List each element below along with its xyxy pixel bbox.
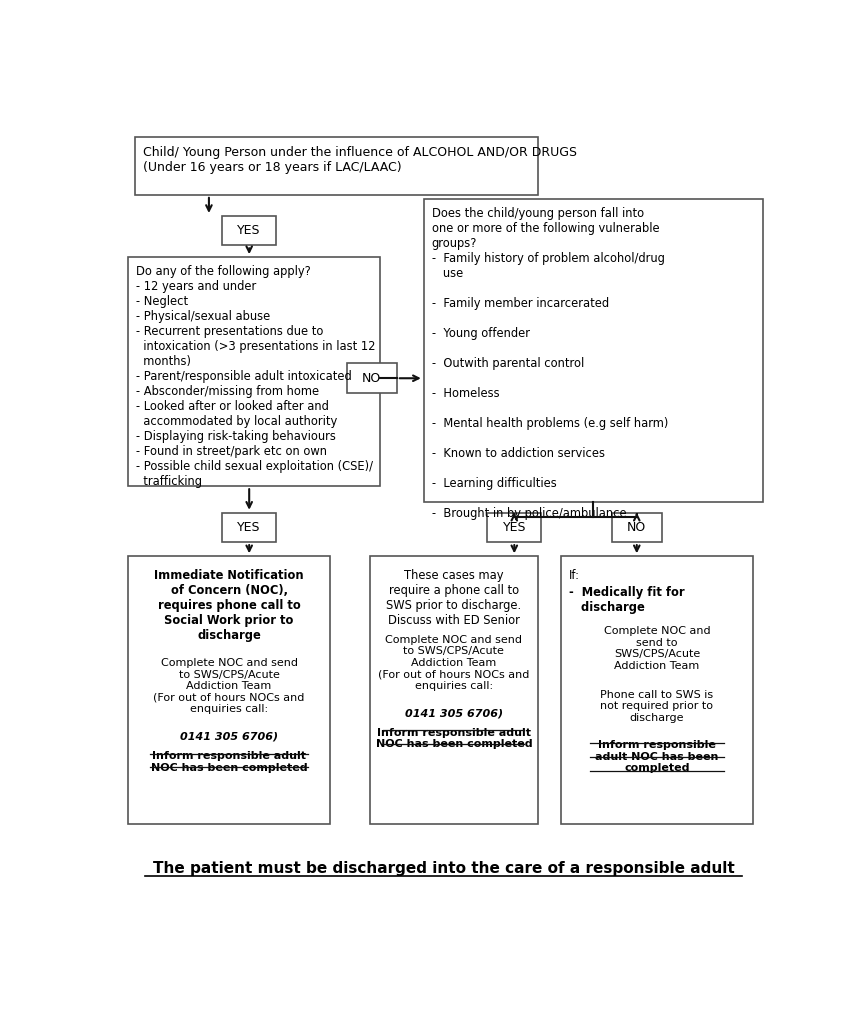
FancyBboxPatch shape — [488, 513, 541, 542]
Text: 0141 305 6706): 0141 305 6706) — [404, 708, 503, 718]
FancyBboxPatch shape — [128, 257, 380, 486]
Text: If:: If: — [569, 569, 580, 581]
FancyBboxPatch shape — [611, 513, 662, 542]
Text: Child/ Young Person under the influence of ALCOHOL AND/OR DRUGS
(Under 16 years : Child/ Young Person under the influence … — [143, 146, 577, 174]
Text: The patient must be discharged into the care of a responsible adult: The patient must be discharged into the … — [153, 861, 734, 876]
Text: YES: YES — [237, 521, 261, 534]
Text: YES: YES — [237, 224, 261, 237]
FancyBboxPatch shape — [223, 513, 276, 542]
Text: Complete NOC and send
to SWS/CPS/Acute
Addiction Team
(For out of hours NOCs and: Complete NOC and send to SWS/CPS/Acute A… — [378, 635, 530, 691]
Text: Inform responsible
adult NOC has been
completed: Inform responsible adult NOC has been co… — [595, 741, 719, 774]
Text: Do any of the following apply?
- 12 years and under
- Neglect
- Physical/sexual : Do any of the following apply? - 12 year… — [137, 264, 376, 487]
Text: Inform responsible adult
NOC has been completed: Inform responsible adult NOC has been co… — [151, 751, 307, 773]
FancyBboxPatch shape — [346, 363, 397, 393]
FancyBboxPatch shape — [370, 556, 538, 824]
Text: YES: YES — [502, 521, 526, 534]
Text: Phone call to SWS is
not required prior to
discharge: Phone call to SWS is not required prior … — [600, 690, 714, 723]
FancyBboxPatch shape — [223, 216, 276, 245]
Text: Does the child/young person fall into
one or more of the following vulnerable
gr: Does the child/young person fall into on… — [432, 207, 669, 520]
FancyBboxPatch shape — [423, 199, 763, 501]
Text: 0141 305 6706): 0141 305 6706) — [180, 732, 278, 742]
Text: These cases may
require a phone call to
SWS prior to discharge.
Discuss with ED : These cases may require a phone call to … — [386, 569, 521, 627]
Text: -  Medically fit for
   discharge: - Medically fit for discharge — [569, 585, 685, 613]
Text: NO: NO — [362, 371, 381, 384]
Text: Complete NOC and send
to SWS/CPS/Acute
Addiction Team
(For out of hours NOCs and: Complete NOC and send to SWS/CPS/Acute A… — [153, 658, 305, 714]
Text: NO: NO — [627, 521, 646, 534]
FancyBboxPatch shape — [128, 556, 330, 824]
Text: Complete NOC and
send to
SWS/CPS/Acute
Addiction Team: Complete NOC and send to SWS/CPS/Acute A… — [604, 626, 710, 671]
FancyBboxPatch shape — [561, 556, 753, 824]
Text: Inform responsible adult
NOC has been completed: Inform responsible adult NOC has been co… — [376, 727, 533, 750]
FancyBboxPatch shape — [135, 136, 538, 195]
Text: Immediate Notification
of Concern (NOC),
requires phone call to
Social Work prio: Immediate Notification of Concern (NOC),… — [154, 569, 304, 642]
